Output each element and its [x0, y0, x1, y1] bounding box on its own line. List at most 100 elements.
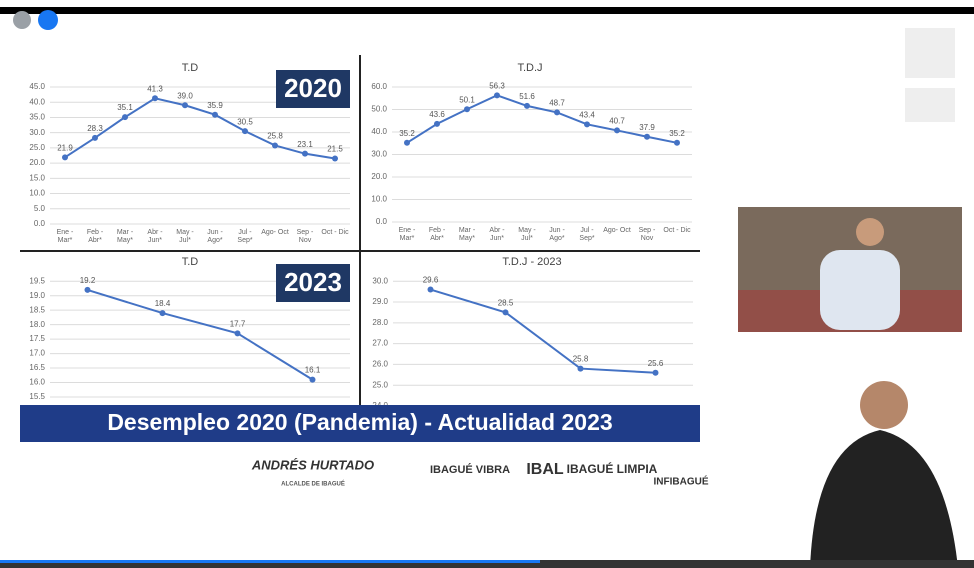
- y-tick-label: 40.0: [371, 127, 387, 136]
- x-tick-label: Oct - Dic: [662, 227, 692, 235]
- value-label: 56.3: [489, 81, 505, 90]
- value-label: 28.3: [87, 124, 103, 133]
- y-tick-label: 16.0: [29, 378, 45, 387]
- y-tick-label: 25.0: [29, 143, 45, 152]
- point: [62, 154, 68, 160]
- y-tick-label: 0.0: [34, 219, 46, 228]
- x-tick-label: Abr - Jun*: [482, 227, 512, 243]
- point: [182, 102, 188, 108]
- point: [92, 135, 98, 141]
- logo-text: IBAL: [526, 461, 564, 478]
- video-frame: T.D 0.0 5.0 10.0 15.0 20.0 25.0 30.0 35.0 40.0 45.…: [0, 0, 974, 568]
- y-tick-label: 20.0: [29, 158, 45, 167]
- y-tick-label: 10.0: [29, 189, 45, 198]
- facebook-icon[interactable]: [38, 10, 58, 30]
- value-label: 28.5: [498, 299, 514, 308]
- y-tick-label: 18.0: [29, 320, 45, 329]
- y-tick-label: 45.0: [29, 82, 45, 91]
- y-tick-label: 17.0: [29, 349, 45, 358]
- point: [122, 114, 128, 120]
- logo-text: IBAGUÉ VIBRA: [430, 463, 510, 476]
- y-tick-label: 16.5: [29, 363, 45, 372]
- logo-text: ALCALDE DE IBAGUÉ: [281, 480, 345, 488]
- x-tick-label: Jul - Sep*: [572, 227, 602, 243]
- value-label: 25.6: [648, 359, 664, 368]
- value-label: 35.1: [117, 103, 133, 112]
- point: [554, 109, 560, 115]
- top-bar: [0, 7, 974, 14]
- value-label: 51.6: [519, 92, 535, 101]
- value-label: 23.1: [297, 140, 313, 149]
- y-tick-label: 20.0: [371, 172, 387, 181]
- logo: [905, 88, 955, 122]
- y-tick-label: 0.0: [376, 217, 388, 226]
- value-label: 16.1: [305, 366, 321, 375]
- speaker-head: [856, 218, 884, 246]
- point: [503, 309, 509, 315]
- logo-text: IBAGUÉ LIMPIA: [567, 461, 658, 476]
- chart-title: T.D: [182, 62, 199, 74]
- x-tick-label: Ago- Oct: [260, 229, 290, 237]
- y-tick-label: 26.0: [372, 360, 388, 369]
- value-label: 40.7: [609, 117, 625, 126]
- y-tick-label: 30.0: [371, 150, 387, 159]
- x-tick-label: Jul - Sep*: [230, 229, 260, 245]
- point: [494, 92, 500, 98]
- x-tick-label: Jun - Ago*: [200, 229, 230, 245]
- point: [464, 106, 470, 112]
- y-tick-label: 60.0: [371, 82, 387, 91]
- point: [152, 95, 158, 101]
- y-tick-label: 35.0: [29, 113, 45, 122]
- value-label: 43.4: [579, 110, 595, 119]
- chart-title: T.D.J - 2023: [502, 256, 561, 268]
- y-tick-label: 30.0: [29, 128, 45, 137]
- point: [434, 121, 440, 127]
- y-tick-label: 25.0: [372, 380, 388, 389]
- point: [310, 377, 316, 383]
- progress: [0, 560, 540, 563]
- chart-title: T.D.J: [517, 62, 542, 74]
- point: [674, 140, 680, 146]
- value-label: 21.9: [57, 143, 73, 152]
- x-tick-label: Ene - Mar*: [50, 229, 80, 245]
- value-label: 35.2: [669, 129, 685, 138]
- point: [404, 140, 410, 146]
- value-label: 17.7: [230, 319, 246, 328]
- point: [644, 134, 650, 140]
- x-tick-label: Abr - Jun*: [140, 229, 170, 245]
- x-tick-label: Oct - Dic: [320, 229, 350, 237]
- banner-text: Desempleo 2020 (Pandemia) - Actualidad 2…: [107, 409, 612, 435]
- point: [653, 370, 659, 376]
- value-label: 19.2: [80, 276, 96, 285]
- point: [524, 103, 530, 109]
- x-tick-label: Ago- Oct: [602, 227, 632, 235]
- value-label: 21.5: [327, 145, 343, 154]
- point: [85, 287, 91, 293]
- close-button[interactable]: [13, 11, 31, 29]
- x-tick-label: May - Jul*: [512, 227, 542, 243]
- x-tick-label: Ene - Mar*: [392, 227, 422, 243]
- x-tick-label: May - Jul*: [170, 229, 200, 245]
- speaker: [820, 250, 900, 330]
- y-tick-label: 50.0: [371, 105, 387, 114]
- point: [578, 366, 584, 372]
- value-label: 37.9: [639, 123, 655, 132]
- value-label: 29.6: [423, 276, 439, 285]
- y-tick-label: 28.0: [372, 318, 388, 327]
- point: [235, 330, 241, 336]
- y-tick-label: 15.0: [29, 173, 45, 182]
- year-label: 2020: [284, 73, 342, 103]
- logo-text: INFIBAGUÉ: [654, 475, 709, 488]
- y-tick-label: 5.0: [34, 204, 46, 213]
- interpreter-head: [860, 381, 908, 429]
- x-tick-label: Sep - Nov: [290, 229, 320, 245]
- point: [428, 287, 434, 293]
- value-label: 35.9: [207, 101, 223, 110]
- y-tick-label: 27.0: [372, 339, 388, 348]
- y-tick-label: 17.5: [29, 334, 45, 343]
- chart-title: T.D: [182, 256, 199, 268]
- y-tick-label: 40.0: [29, 97, 45, 106]
- y-tick-label: 29.0: [372, 297, 388, 306]
- x-tick-label: Feb - Abr*: [422, 227, 452, 243]
- value-label: 43.6: [429, 110, 445, 119]
